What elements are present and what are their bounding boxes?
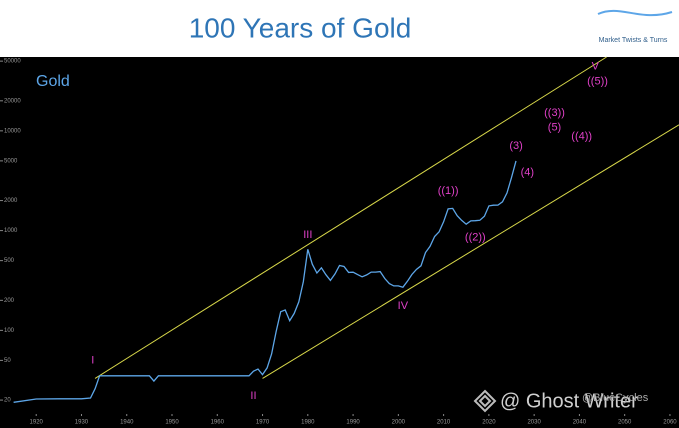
x-tick-label: 2010 — [437, 420, 451, 426]
y-tick-label: 50 — [4, 358, 11, 364]
y-tick-label: 2000 — [4, 198, 18, 204]
wave-label: (5) — [548, 121, 561, 133]
wave-label: III — [303, 229, 312, 241]
logo: Market Twists & Turns — [599, 37, 668, 44]
y-tick-label: 100 — [4, 328, 15, 334]
channel-line — [94, 56, 607, 379]
wave-label: ((5)) — [587, 76, 608, 88]
y-tick-label: 20 — [4, 398, 11, 404]
plot-area — [0, 57, 679, 428]
logo-wave — [597, 9, 673, 17]
wave-label: I — [91, 354, 94, 366]
x-tick-label: 1990 — [346, 420, 360, 426]
y-tick-label: 1000 — [4, 228, 18, 234]
x-tick-label: 1980 — [301, 420, 315, 426]
wave-label: ((3)) — [544, 107, 565, 119]
y-tick-label: 500 — [4, 258, 15, 264]
header — [0, 0, 679, 57]
x-tick-label: 2020 — [482, 420, 496, 426]
x-tick-label: 1940 — [120, 420, 134, 426]
wave-label: (3) — [509, 140, 522, 152]
watermark-icon — [473, 389, 497, 413]
watermark: @ Ghost Writer — [500, 390, 638, 412]
wave-label: (4) — [521, 167, 534, 179]
watermark: @BlueCycles — [582, 392, 649, 404]
wave-label: ((4)) — [571, 130, 592, 142]
y-tick-label: 20000 — [4, 98, 21, 104]
x-tick-label: 1920 — [30, 420, 44, 426]
x-tick-label: 1970 — [256, 420, 270, 426]
x-tick-label: 2000 — [392, 420, 406, 426]
x-tick-label: 2060 — [663, 420, 677, 426]
series-label: Gold — [36, 73, 70, 90]
chart-title: 100 Years of Gold — [189, 12, 412, 43]
channel-line — [262, 124, 679, 379]
wave-label: V — [592, 61, 600, 73]
y-tick-label: 5000 — [4, 158, 18, 164]
x-tick-label: 2050 — [618, 420, 632, 426]
wave-label: IV — [398, 300, 409, 312]
y-tick-label: 200 — [4, 298, 15, 304]
x-tick-label: 2040 — [573, 420, 587, 426]
y-tick-label: 10000 — [4, 128, 21, 134]
x-tick-label: 1950 — [165, 420, 179, 426]
x-tick-label: 1960 — [211, 420, 225, 426]
y-tick-label: 50000 — [4, 59, 21, 65]
wave-label: II — [250, 390, 256, 402]
wave-label: ((1)) — [438, 185, 459, 197]
wave-label: ((2)) — [465, 232, 486, 244]
x-tick-label: 2030 — [527, 420, 541, 426]
series-line — [13, 160, 517, 403]
x-tick-label: 1930 — [75, 420, 89, 426]
